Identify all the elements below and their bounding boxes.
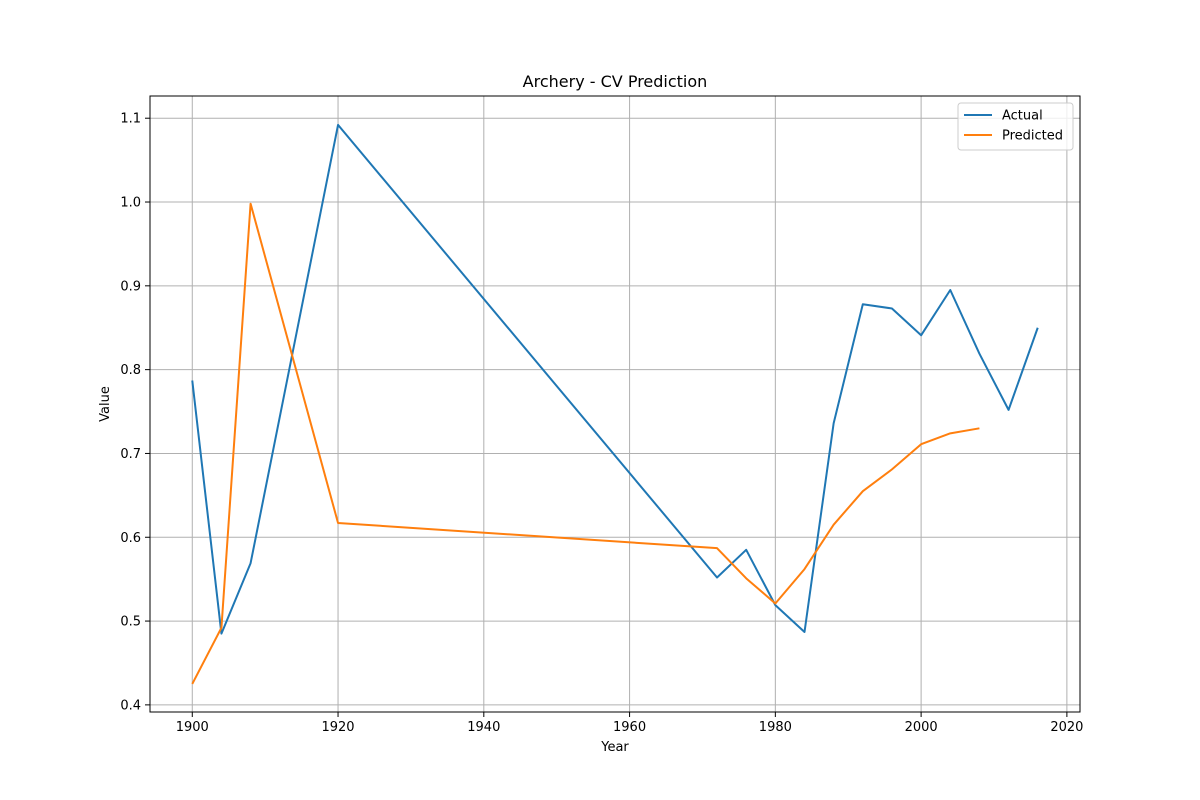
y-tick-label: 0.6 [120,531,141,546]
x-tick-label: 1940 [467,720,500,735]
series-line-actual [191,123,1039,635]
grid [150,96,1080,712]
x-tick-label: 2000 [905,720,938,735]
y-tick-label: 1.0 [120,196,141,211]
series-lines [191,123,1039,685]
y-axis-title: Value [98,386,113,422]
x-tick-label: 1980 [759,720,792,735]
legend-label-actual: Actual [1002,109,1043,124]
y-tick-label: 1.1 [120,112,141,127]
legend: Actual Predicted [957,102,1074,151]
legend-label-predicted: Predicted [1002,129,1063,144]
x-tick-label: 1920 [321,720,354,735]
chart-title: Archery - CV Prediction [523,72,708,91]
axis-ticks: 1900 1920 1940 1960 1980 2000 2020 0.4 0.5 0.6 0.7… [120,112,1083,735]
y-tick-label: 0.7 [120,447,141,462]
x-axis-title: Year [600,740,629,755]
y-tick-label: 0.8 [120,363,141,378]
y-tick-label: 0.9 [120,279,141,294]
x-tick-label: 1900 [176,720,209,735]
x-tick-label: 1960 [613,720,646,735]
x-tick-label: 2020 [1050,720,1083,735]
y-tick-label: 0.5 [120,615,141,630]
y-tick-label: 0.4 [120,698,141,713]
series-line-predicted [191,202,980,685]
plot-area-frame [149,95,1081,713]
